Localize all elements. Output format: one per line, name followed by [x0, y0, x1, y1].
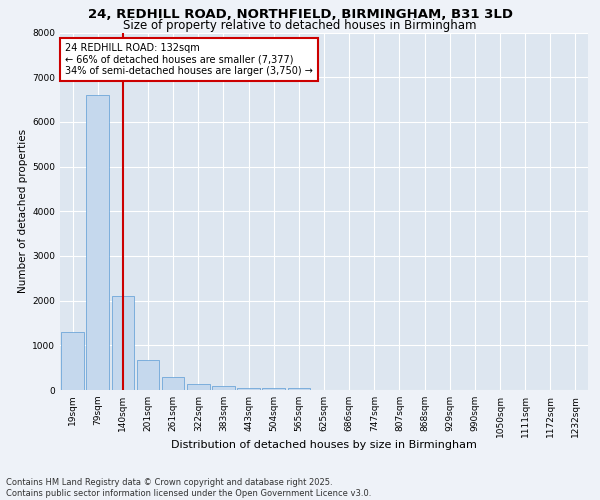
Text: 24 REDHILL ROAD: 132sqm
← 66% of detached houses are smaller (7,377)
34% of semi: 24 REDHILL ROAD: 132sqm ← 66% of detache…	[65, 43, 313, 76]
Bar	[61, 332, 84, 390]
Bar	[86, 95, 109, 390]
Text: 24, REDHILL ROAD, NORTHFIELD, BIRMINGHAM, B31 3LD: 24, REDHILL ROAD, NORTHFIELD, BIRMINGHAM…	[88, 8, 512, 20]
Bar	[287, 388, 310, 390]
Bar	[112, 296, 134, 390]
Bar	[262, 388, 285, 390]
Bar	[162, 376, 184, 390]
Bar	[137, 360, 160, 390]
X-axis label: Distribution of detached houses by size in Birmingham: Distribution of detached houses by size …	[171, 440, 477, 450]
Text: Contains HM Land Registry data © Crown copyright and database right 2025.
Contai: Contains HM Land Registry data © Crown c…	[6, 478, 371, 498]
Bar	[187, 384, 209, 390]
Text: Size of property relative to detached houses in Birmingham: Size of property relative to detached ho…	[123, 19, 477, 32]
Bar	[212, 386, 235, 390]
Y-axis label: Number of detached properties: Number of detached properties	[18, 129, 28, 294]
Bar	[237, 388, 260, 390]
